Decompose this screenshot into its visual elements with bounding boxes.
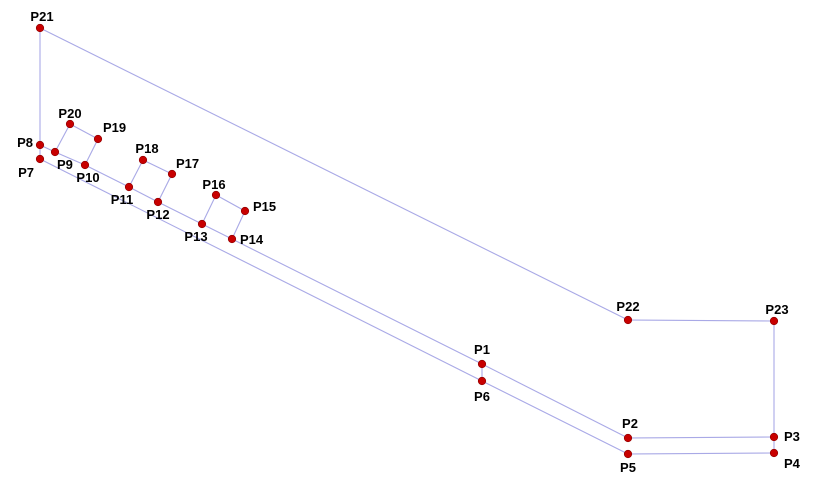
edge-p5-p6 xyxy=(481,380,629,455)
edge-p9-p20 xyxy=(54,123,71,153)
point-label-p11: P11 xyxy=(111,192,133,207)
point-p12 xyxy=(153,197,163,207)
edge-p20-p19 xyxy=(69,123,99,140)
edge-p17-p12 xyxy=(157,173,173,203)
point-p23 xyxy=(769,316,779,326)
edge-p12-p13 xyxy=(157,201,203,225)
point-label-p12: P12 xyxy=(146,207,169,222)
edge-p13-p14 xyxy=(201,223,233,240)
edge-p11-p12 xyxy=(128,186,159,203)
point-label-p10: P10 xyxy=(76,170,99,185)
point-p11 xyxy=(124,182,134,192)
point-p18 xyxy=(138,155,148,165)
point-label-p20: P20 xyxy=(58,106,81,121)
edge-p14-p1 xyxy=(231,238,483,365)
point-label-p9: P9 xyxy=(57,157,73,172)
edge-p4-p5 xyxy=(627,452,775,455)
point-label-p22: P22 xyxy=(616,299,639,314)
edge-p9-p10 xyxy=(54,151,86,166)
edge-p18-p17 xyxy=(142,159,173,175)
edge-p2-p3 xyxy=(627,436,775,439)
edge-p15-p14 xyxy=(231,210,246,240)
point-p15 xyxy=(240,206,250,216)
edge-p10-p11 xyxy=(84,164,130,188)
edge-p19-p10 xyxy=(84,138,99,166)
edge-p1-p2 xyxy=(481,363,629,439)
point-label-p2: P2 xyxy=(622,416,638,431)
edge-p6-p7 xyxy=(39,158,483,382)
point-label-p5: P5 xyxy=(620,460,636,475)
point-p1 xyxy=(477,359,487,369)
point-label-p21: P21 xyxy=(30,9,53,24)
point-label-p17: P17 xyxy=(176,156,199,171)
point-p16 xyxy=(211,190,221,200)
edge-p11-p18 xyxy=(128,159,144,188)
edge-p22-p23 xyxy=(627,319,775,322)
point-label-p14: P14 xyxy=(240,232,264,247)
point-p3 xyxy=(769,432,779,442)
point-label-p3: P3 xyxy=(784,429,800,444)
point-label-p23: P23 xyxy=(765,302,788,317)
point-p14 xyxy=(227,234,237,244)
point-p5 xyxy=(623,449,633,459)
point-label-p13: P13 xyxy=(184,229,207,244)
point-p2 xyxy=(623,433,633,443)
edge-p21-p22 xyxy=(39,27,629,321)
point-p7 xyxy=(35,154,45,164)
point-label-p18: P18 xyxy=(135,141,158,156)
point-p21 xyxy=(35,23,45,33)
point-p8 xyxy=(35,140,45,150)
edges-layer xyxy=(39,27,775,455)
point-label-p16: P16 xyxy=(202,177,225,192)
point-p17 xyxy=(167,169,177,179)
point-p13 xyxy=(197,219,207,229)
edge-p16-p15 xyxy=(215,194,246,212)
point-label-p4: P4 xyxy=(784,456,801,471)
point-p9 xyxy=(50,147,60,157)
point-p20 xyxy=(65,119,75,129)
edge-p13-p16 xyxy=(201,194,217,225)
points-layer xyxy=(35,23,779,459)
point-label-p19: P19 xyxy=(103,120,126,135)
point-label-p7: P7 xyxy=(18,165,34,180)
point-label-p15: P15 xyxy=(253,199,276,214)
point-p19 xyxy=(93,134,103,144)
point-p10 xyxy=(80,160,90,170)
point-label-p1: P1 xyxy=(474,342,490,357)
point-p4 xyxy=(769,448,779,458)
point-label-p6: P6 xyxy=(474,389,490,404)
point-label-p8: P8 xyxy=(17,135,33,150)
point-p6 xyxy=(477,376,487,386)
point-p22 xyxy=(623,315,633,325)
